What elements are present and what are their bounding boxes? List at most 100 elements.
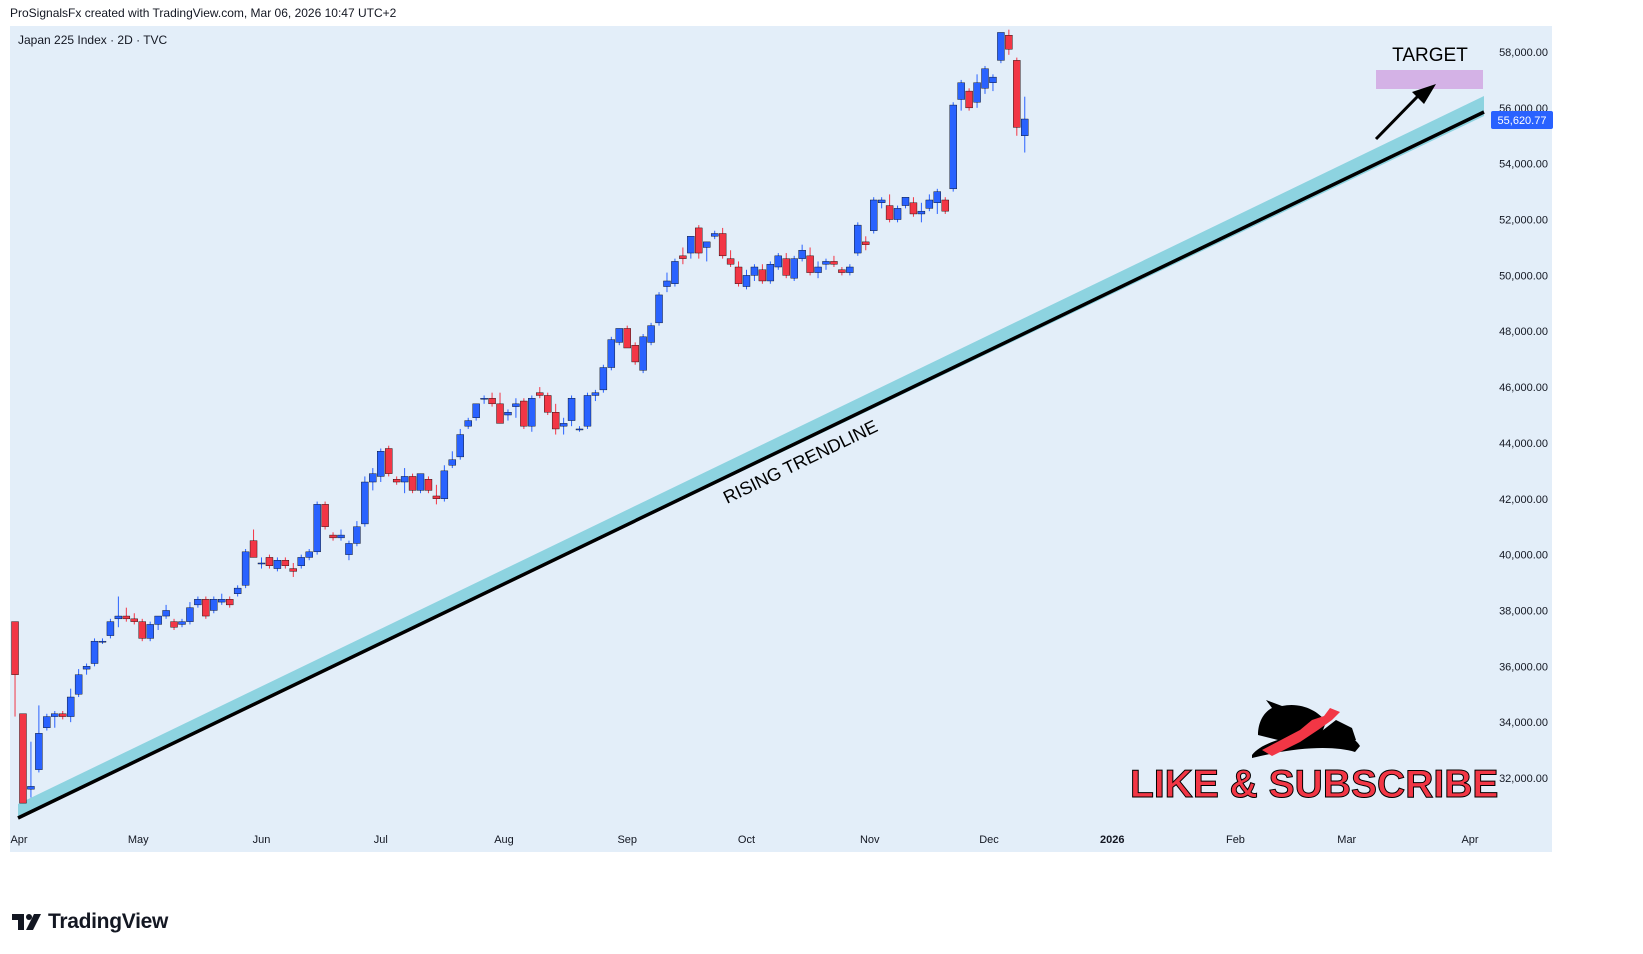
candle[interactable] [798, 244, 806, 262]
candle[interactable] [941, 197, 949, 214]
candle[interactable] [329, 532, 337, 541]
candle[interactable] [838, 267, 846, 276]
candle[interactable] [432, 484, 441, 505]
candle[interactable] [583, 392, 592, 429]
candle[interactable] [321, 501, 329, 530]
candle[interactable] [806, 247, 814, 276]
candle[interactable] [353, 521, 361, 547]
candle[interactable] [742, 269, 751, 290]
candle[interactable] [345, 540, 353, 561]
candle[interactable] [35, 705, 43, 773]
candle[interactable] [1021, 96, 1029, 153]
candle[interactable] [536, 387, 544, 399]
candle[interactable] [528, 395, 536, 432]
candle[interactable] [202, 596, 210, 619]
candle[interactable] [114, 596, 123, 628]
candle[interactable] [877, 197, 886, 209]
candle[interactable] [869, 197, 878, 234]
candle[interactable] [901, 196, 910, 209]
candle[interactable] [671, 258, 679, 287]
candle[interactable] [440, 465, 449, 502]
candle[interactable] [933, 188, 942, 214]
candle[interactable] [504, 409, 512, 421]
candle[interactable] [734, 261, 743, 287]
candle[interactable] [846, 264, 854, 276]
candle[interactable] [51, 710, 59, 728]
candle[interactable] [297, 554, 305, 569]
tradingview-logo[interactable]: TradingView [12, 910, 168, 934]
candle[interactable] [313, 501, 321, 555]
candle[interactable] [599, 364, 608, 393]
candle[interactable] [305, 549, 313, 561]
candle[interactable] [416, 473, 425, 494]
candle[interactable] [385, 445, 393, 477]
candle[interactable] [758, 264, 767, 284]
candle[interactable] [43, 713, 51, 731]
candle[interactable] [520, 398, 528, 429]
candle[interactable] [82, 663, 91, 675]
candle[interactable] [949, 102, 957, 192]
candle[interactable] [74, 669, 83, 698]
candle[interactable] [210, 596, 218, 614]
candle[interactable] [225, 596, 234, 608]
candle[interactable] [1005, 29, 1013, 55]
candle[interactable] [289, 562, 297, 577]
candle[interactable] [925, 194, 934, 212]
candle[interactable] [448, 451, 457, 469]
candle[interactable] [679, 247, 687, 265]
candle[interactable] [989, 74, 997, 92]
candle[interactable] [496, 392, 504, 424]
candle[interactable] [106, 618, 115, 639]
candle[interactable] [361, 476, 369, 527]
candle[interactable] [639, 334, 647, 374]
candle[interactable] [241, 549, 250, 589]
candle[interactable] [615, 328, 623, 346]
candle[interactable] [194, 596, 202, 608]
candle[interactable] [186, 602, 194, 625]
candle[interactable] [146, 621, 154, 642]
candle[interactable] [997, 32, 1005, 64]
candle[interactable] [909, 197, 918, 217]
candle[interactable] [830, 255, 838, 268]
candle[interactable] [687, 236, 695, 259]
candle[interactable] [559, 417, 568, 435]
candle[interactable] [957, 79, 965, 111]
candle[interactable] [567, 395, 576, 427]
candle[interactable] [981, 65, 989, 94]
candle[interactable] [90, 638, 99, 667]
candle[interactable] [27, 741, 35, 798]
candle[interactable] [655, 292, 663, 326]
candle[interactable] [885, 194, 894, 223]
candle[interactable] [337, 529, 345, 541]
candle[interactable] [122, 607, 131, 622]
candle[interactable] [488, 392, 496, 407]
candle[interactable] [631, 342, 639, 365]
candle[interactable] [369, 468, 377, 491]
candle[interactable] [607, 336, 616, 371]
candle[interactable] [480, 395, 488, 404]
candle[interactable] [575, 426, 584, 432]
candle[interactable] [973, 74, 981, 108]
candle[interactable] [710, 230, 719, 240]
candle[interactable] [249, 529, 258, 558]
candle[interactable] [814, 261, 822, 279]
candle[interactable] [512, 398, 520, 418]
candle[interactable] [1013, 57, 1021, 136]
candle[interactable] [965, 88, 973, 111]
candle[interactable] [456, 428, 464, 460]
candle[interactable] [472, 403, 480, 421]
candle[interactable] [59, 710, 67, 720]
candle[interactable] [138, 618, 146, 642]
candle[interactable] [392, 476, 401, 485]
candle[interactable] [854, 222, 862, 256]
candle[interactable] [917, 202, 926, 223]
candle[interactable] [273, 557, 282, 572]
candle[interactable] [782, 253, 790, 279]
candle[interactable] [162, 604, 170, 619]
candle[interactable] [233, 585, 242, 597]
candle[interactable] [377, 448, 385, 483]
candle[interactable] [265, 554, 274, 569]
trend-line[interactable] [17, 110, 1485, 820]
candle[interactable] [178, 618, 186, 628]
